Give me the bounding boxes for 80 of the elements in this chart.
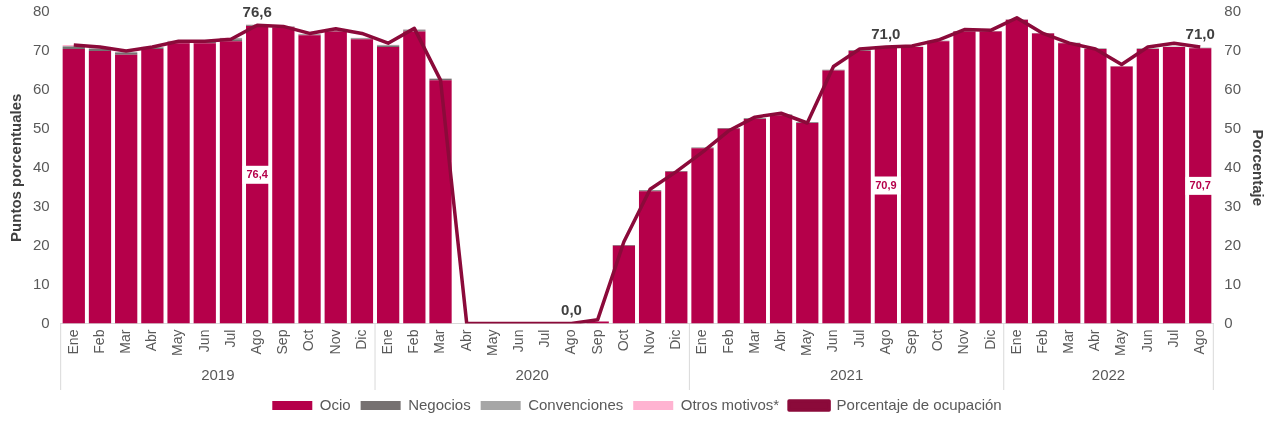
legend-label: Convenciones: [528, 395, 624, 413]
x-tick-label: Feb: [405, 329, 422, 354]
x-tick-label: Dic: [981, 329, 998, 350]
x-tick-label: Ene: [64, 329, 81, 355]
x-tick-label: Dic: [352, 329, 369, 350]
text: 2022: [1091, 366, 1126, 384]
x-tick-label: Jul: [221, 329, 238, 348]
x-tick-label: Feb: [1033, 329, 1050, 354]
x-tick-label: Jun: [1138, 329, 1155, 353]
y2-tick-label: 40: [1224, 157, 1241, 175]
x-tick-label: Ago: [248, 329, 265, 355]
y-tick-label: 30: [33, 196, 50, 214]
x-tick-label: Ene: [379, 329, 395, 355]
x-tick-label: Mar: [431, 329, 448, 354]
x-tick-label: Jun: [195, 329, 212, 353]
data-label: 71,0: [871, 24, 901, 42]
x-tick-label: May: [483, 329, 500, 356]
x-tick-label: May: [1112, 329, 1129, 356]
text: 2019: [201, 366, 235, 384]
x-tick-label: Oct: [300, 329, 317, 352]
x-tick-label: Oct: [614, 329, 631, 352]
x-tick-label: Ago: [876, 329, 893, 355]
data-label: 71,0: [1185, 24, 1215, 42]
x-tick-label: Sep: [588, 329, 605, 355]
x-tick-label: Abr: [771, 329, 788, 352]
text: 2020: [515, 366, 549, 384]
x-tick-label: Mar: [745, 329, 762, 354]
x-tick-label: Jun: [824, 329, 841, 353]
x-tick-label: Abr: [143, 329, 160, 352]
y-tick-label: 40: [33, 157, 50, 175]
y-tick-label: 70: [33, 41, 50, 59]
x-tick-label: Ene: [693, 329, 710, 355]
y-tick-label: 60: [33, 80, 50, 98]
x-tick-label: Dic: [667, 329, 684, 350]
x-tick-label: Ago: [1191, 329, 1208, 355]
x-tick-label: Nov: [640, 329, 657, 355]
x-tick-label: Mar: [117, 329, 134, 354]
legend-label: Otros motivos*: [680, 395, 780, 413]
x-tick-label: Abr: [457, 329, 474, 352]
x-tick-label: Sep: [902, 329, 919, 355]
x-tick-label: Ago: [562, 329, 579, 355]
y2-tick-label: 80: [1224, 2, 1241, 20]
x-tick-label: Jun: [509, 329, 526, 353]
y2-tick-label: 20: [1224, 235, 1241, 253]
data-label: 0,0: [561, 301, 582, 319]
data-label: 76,4: [246, 167, 269, 180]
legend-label: Ocio: [319, 395, 351, 413]
text: 2021: [829, 366, 864, 384]
y2-tick-label: 70: [1224, 41, 1241, 59]
legend-label: Negocios: [408, 395, 471, 413]
x-tick-label: Jul: [536, 329, 553, 348]
legend-label: Porcentaje de ocupación: [836, 395, 1002, 413]
x-tick-label: Jul: [1164, 329, 1181, 348]
x-tick-label: Oct: [929, 329, 946, 352]
y2-axis-title: Porcentaje: [1249, 129, 1267, 207]
x-tick-label: Mar: [1060, 329, 1077, 354]
y2-tick-label: 0: [1224, 313, 1233, 331]
data-label: 76,6: [242, 2, 272, 20]
x-tick-label: Feb: [90, 329, 107, 354]
y-tick-label: 80: [33, 2, 50, 20]
y-tick-label: 10: [33, 274, 50, 292]
y2-tick-label: 60: [1224, 80, 1241, 98]
y-tick-label: 0: [41, 313, 50, 331]
x-tick-label: Ene: [1007, 329, 1024, 355]
x-tick-label: Jul: [850, 329, 867, 348]
x-tick-label: Nov: [326, 329, 343, 355]
y2-tick-label: 30: [1224, 196, 1241, 214]
x-tick-label: Nov: [955, 329, 972, 355]
x-tick-label: Abr: [1086, 329, 1103, 352]
x-tick-label: May: [798, 329, 815, 356]
y2-tick-label: 10: [1224, 274, 1241, 292]
data-label: 70,9: [875, 178, 897, 191]
y-axis-title: Puntos porcentuales: [7, 93, 25, 242]
y-tick-label: 50: [33, 118, 50, 136]
x-tick-label: Feb: [719, 329, 736, 354]
x-tick-label: Sep: [274, 329, 291, 355]
data-label: 70,7: [1189, 178, 1211, 191]
y2-tick-label: 50: [1224, 118, 1241, 136]
y-tick-label: 20: [33, 235, 50, 253]
x-tick-label: May: [169, 329, 186, 356]
